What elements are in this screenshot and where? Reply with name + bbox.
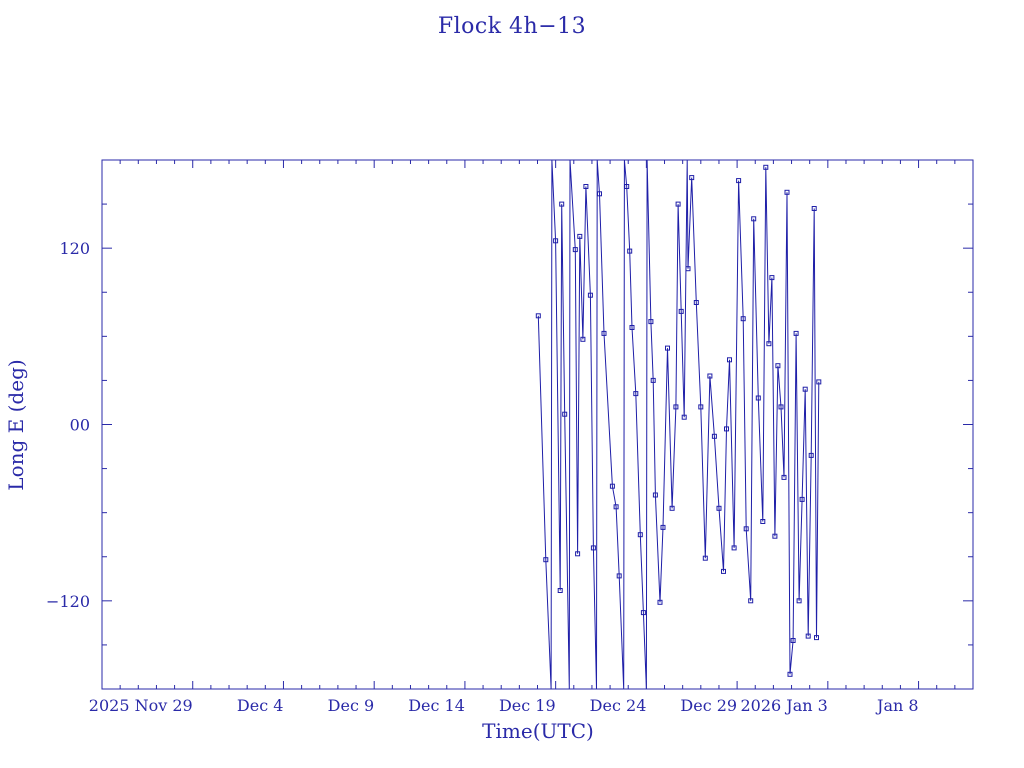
chart-title: Flock 4h−13 [437,14,587,39]
data-point [740,316,746,322]
data-point [657,599,663,605]
data-point [583,184,589,189]
data-point [629,325,635,330]
data-point [652,492,658,498]
x-tick-label: 2026 Jan 3 [741,696,828,715]
data-point [627,248,633,254]
data-point [616,573,622,579]
data-point [633,391,639,397]
data-point [808,452,814,458]
data-point [799,496,805,502]
data-point [778,404,784,410]
x-tick-label: Jan 8 [875,696,919,715]
data-point [535,313,541,319]
data-point [693,300,699,305]
y-tick-label: 00 [70,416,90,435]
data-point [736,178,742,184]
data-point [660,524,666,530]
x-tick-label: Dec 24 [590,696,647,715]
axis-ticks [102,160,973,689]
x-tick-label: Dec 19 [499,696,556,715]
data-point [640,610,646,616]
data-point [559,201,565,207]
data-point [702,555,708,561]
data-point [675,201,681,207]
x-tick-label: Dec 4 [237,696,284,715]
data-point [575,551,581,557]
data-point [669,505,675,511]
data-point [650,377,656,383]
data-point [673,404,679,410]
data-point [557,588,563,593]
data-point [601,330,607,336]
data-point [597,191,602,197]
data-point [781,474,787,480]
data-point [553,238,559,244]
x-tick-label: Dec 14 [408,696,465,715]
data-point [766,341,772,347]
data-point [716,505,722,511]
data-point [793,330,799,336]
data-point [724,426,729,432]
data-point [580,336,586,342]
data-point [562,411,568,417]
data-point [721,568,726,574]
data-point [698,404,704,410]
data-point [572,247,578,253]
data-point [763,164,769,170]
data-point [678,308,684,314]
data-point [814,635,819,641]
data-point [772,533,778,539]
data-point [685,266,691,272]
data-point [743,526,749,532]
data-point [755,395,761,401]
series-line [537,160,820,689]
data-point [790,638,796,643]
data-point [775,363,781,369]
data-point [624,184,630,189]
x-tick-label: Dec 9 [328,696,375,715]
data-point [769,275,775,281]
data-point [784,189,790,195]
data-point [816,379,822,385]
data-point [590,545,596,551]
data-point [751,216,757,222]
data-series [535,160,822,689]
data-point [787,671,793,677]
data-point [711,433,717,439]
y-axis-label: Long E (deg) [4,359,28,491]
data-point [665,345,670,351]
data-point [731,545,737,551]
data-point [707,373,713,379]
y-tick-label: −120 [46,592,90,611]
data-point [811,206,817,211]
data-point [760,519,766,524]
y-tick-label: 120 [59,239,90,258]
data-point [689,175,695,181]
data-point [648,319,654,325]
data-point [805,633,811,639]
data-point [577,233,583,239]
data-point [727,357,732,363]
x-axis-label: Time(UTC) [482,719,594,743]
data-point [543,557,549,563]
data-point [748,598,754,604]
data-point [613,504,619,510]
x-tick-labels: 2025 Nov 29 Dec 4 Dec 9 Dec 14 Dec 19 Dec 24 D… [89,696,919,715]
data-point [637,532,643,538]
data-point [587,292,593,298]
data-point [802,386,808,392]
x-tick-label: Dec 29 [680,696,737,715]
data-point [681,414,687,420]
plot-frame [101,159,974,690]
y-tick-labels: −120 00 120 [46,239,90,611]
data-point [609,483,615,489]
x-tick-label: 2025 Nov 29 [89,696,193,715]
data-point [796,598,802,604]
